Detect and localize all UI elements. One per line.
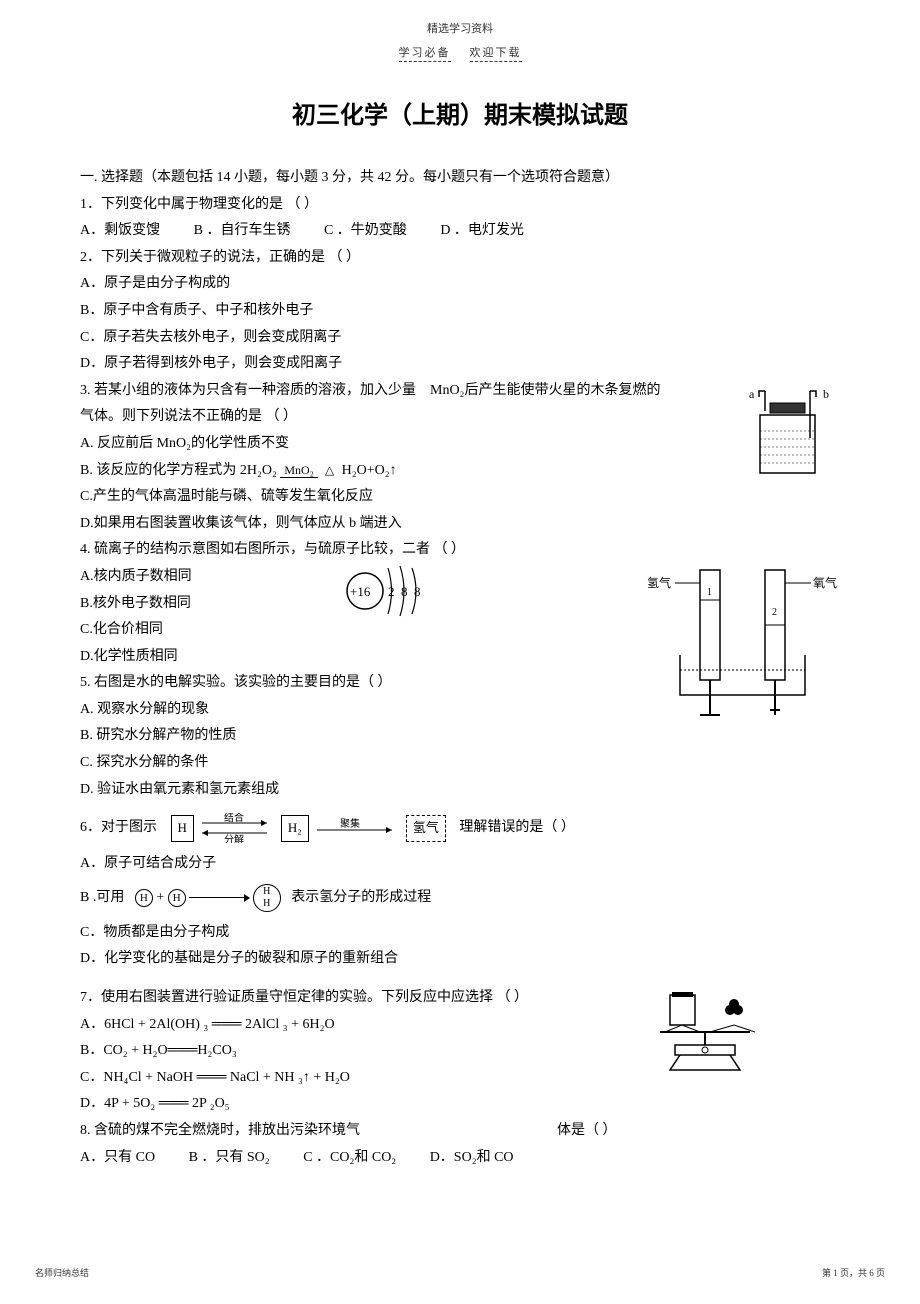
h2-molecule-icon: HH	[253, 884, 281, 912]
q7-d: D．4P + 5O₂ ═══ 2P ₂O₅	[80, 1091, 840, 1118]
arrow-icon	[189, 897, 249, 898]
q3-c: C.产生的气体高温时能与磷、硫等发生氧化反应	[80, 484, 840, 511]
q8-options: A．只有 CO B ．只有 SO₂ C ．CO₂和 CO₂ D．SO₂和 CO	[80, 1145, 840, 1172]
q1-b: B ．自行车生锈	[194, 218, 291, 245]
top-subheader: 学习必备 欢迎下载	[80, 44, 840, 60]
q1-options: A．剩饭变馊 B ．自行车生锈 C ．牛奶变酸 D ．电灯发光	[80, 218, 840, 245]
q3-a: A. 反应前后 MnO₂的化学性质不变	[80, 431, 840, 458]
q4-b: B.核外电子数相同	[80, 591, 840, 618]
footer-left: 名师归纳总结	[35, 1266, 89, 1279]
q8-a: A．只有 CO	[80, 1145, 155, 1172]
q1-c: C ．牛奶变酸	[324, 218, 407, 245]
q6-a: A．原子可结合成分子	[80, 851, 840, 878]
q8-c: C ．CO₂和 CO₂	[303, 1145, 396, 1172]
q3-stem-l1: 3. 若某小组的液体为只含有一种溶质的溶液，加入少量 MnO₂后产生能使带火星的…	[80, 378, 840, 405]
q2-c: C．原子若失去核外电子，则会变成阴离子	[80, 325, 840, 352]
q8-b: B ．只有 SO₂	[189, 1145, 270, 1172]
page: 精选学习资料 学习必备 欢迎下载 初三化学（上期）期末模拟试题 一. 选择题（本…	[0, 0, 920, 1304]
q6-stem-line: 6．对于图示 H 结合 分解 H₂ 聚集 氢气	[80, 813, 840, 843]
q3-stem-l2: 气体。则下列说法不正确的是 （ ）	[80, 404, 840, 431]
q4-a: A.核内质子数相同	[80, 564, 840, 591]
content-body: 一. 选择题（本题包括 14 小题，每小题 3 分，共 42 分。每小题只有一个…	[80, 165, 840, 1171]
exam-title: 初三化学（上期）期末模拟试题	[80, 95, 840, 130]
sub-left: 学习必备	[399, 47, 451, 62]
h-atom-icon: H	[135, 889, 153, 907]
q8-d: D．SO₂和 CO	[430, 1145, 514, 1172]
svg-text:分解: 分解	[224, 833, 244, 843]
svg-text:8: 8	[414, 584, 421, 599]
h-atom-icon: H	[168, 889, 186, 907]
section1-header: 一. 选择题（本题包括 14 小题，每小题 3 分，共 42 分。每小题只有一个…	[80, 165, 840, 192]
svg-text:+16: +16	[350, 584, 371, 599]
q5-c: C. 探究水分解的条件	[80, 750, 840, 777]
top-header: 精选学习资料	[80, 20, 840, 36]
svg-text:结合: 结合	[224, 813, 244, 824]
q1-stem: 1．下列变化中属于物理变化的是 （ ）	[80, 192, 840, 219]
q2-d: D．原子若得到核外电子，则会变成阳离子	[80, 351, 840, 378]
q6-d: D．化学变化的基础是分子的破裂和原子的重新组合	[80, 946, 840, 973]
svg-text:b: b	[823, 387, 829, 401]
q3-bottle-diagram: a b	[745, 383, 840, 483]
q4-atom-diagram: +16 2 8 8	[340, 556, 450, 621]
q8-stem: 8. 含硫的煤不完全燃烧时，排放出污染环境气 体是（ ）	[80, 1118, 840, 1145]
q7-balance-diagram	[650, 990, 770, 1085]
q3-d: D.如果用右图装置收集该气体，则气体应从 b 端进入	[80, 511, 840, 538]
q6-c: C．物质都是由分子构成	[80, 920, 840, 947]
svg-text:a: a	[749, 387, 755, 401]
q6-b: B .可用 H + H HH 表示氢分子的形成过程	[80, 884, 840, 912]
svg-text:聚集: 聚集	[340, 818, 360, 830]
q4-c: C.化合价相同	[80, 617, 840, 644]
q2-b: B．原子中含有质子、中子和核外电子	[80, 298, 840, 325]
q2-stem: 2．下列关于微观粒子的说法，正确的是 （ ）	[80, 245, 840, 272]
q1-a: A．剩饭变馊	[80, 218, 160, 245]
sub-right: 欢迎下载	[470, 47, 522, 62]
footer-right: 第 1 页，共 6 页	[822, 1266, 885, 1279]
svg-text:8: 8	[401, 584, 408, 599]
svg-text:2: 2	[388, 584, 395, 599]
q5-d: D. 验证水由氧元素和氢元素组成	[80, 777, 840, 804]
q3-b: B. 该反应的化学方程式为 2H₂O₂ MnO₂ △ H₂O+O₂↑	[80, 458, 840, 485]
q4-d: D.化学性质相同	[80, 644, 840, 671]
q6-flow-diagram: H 结合 分解 H₂ 聚集 氢气	[171, 813, 446, 843]
q1-d: D ．电灯发光	[440, 218, 524, 245]
q2-a: A．原子是由分子构成的	[80, 271, 840, 298]
